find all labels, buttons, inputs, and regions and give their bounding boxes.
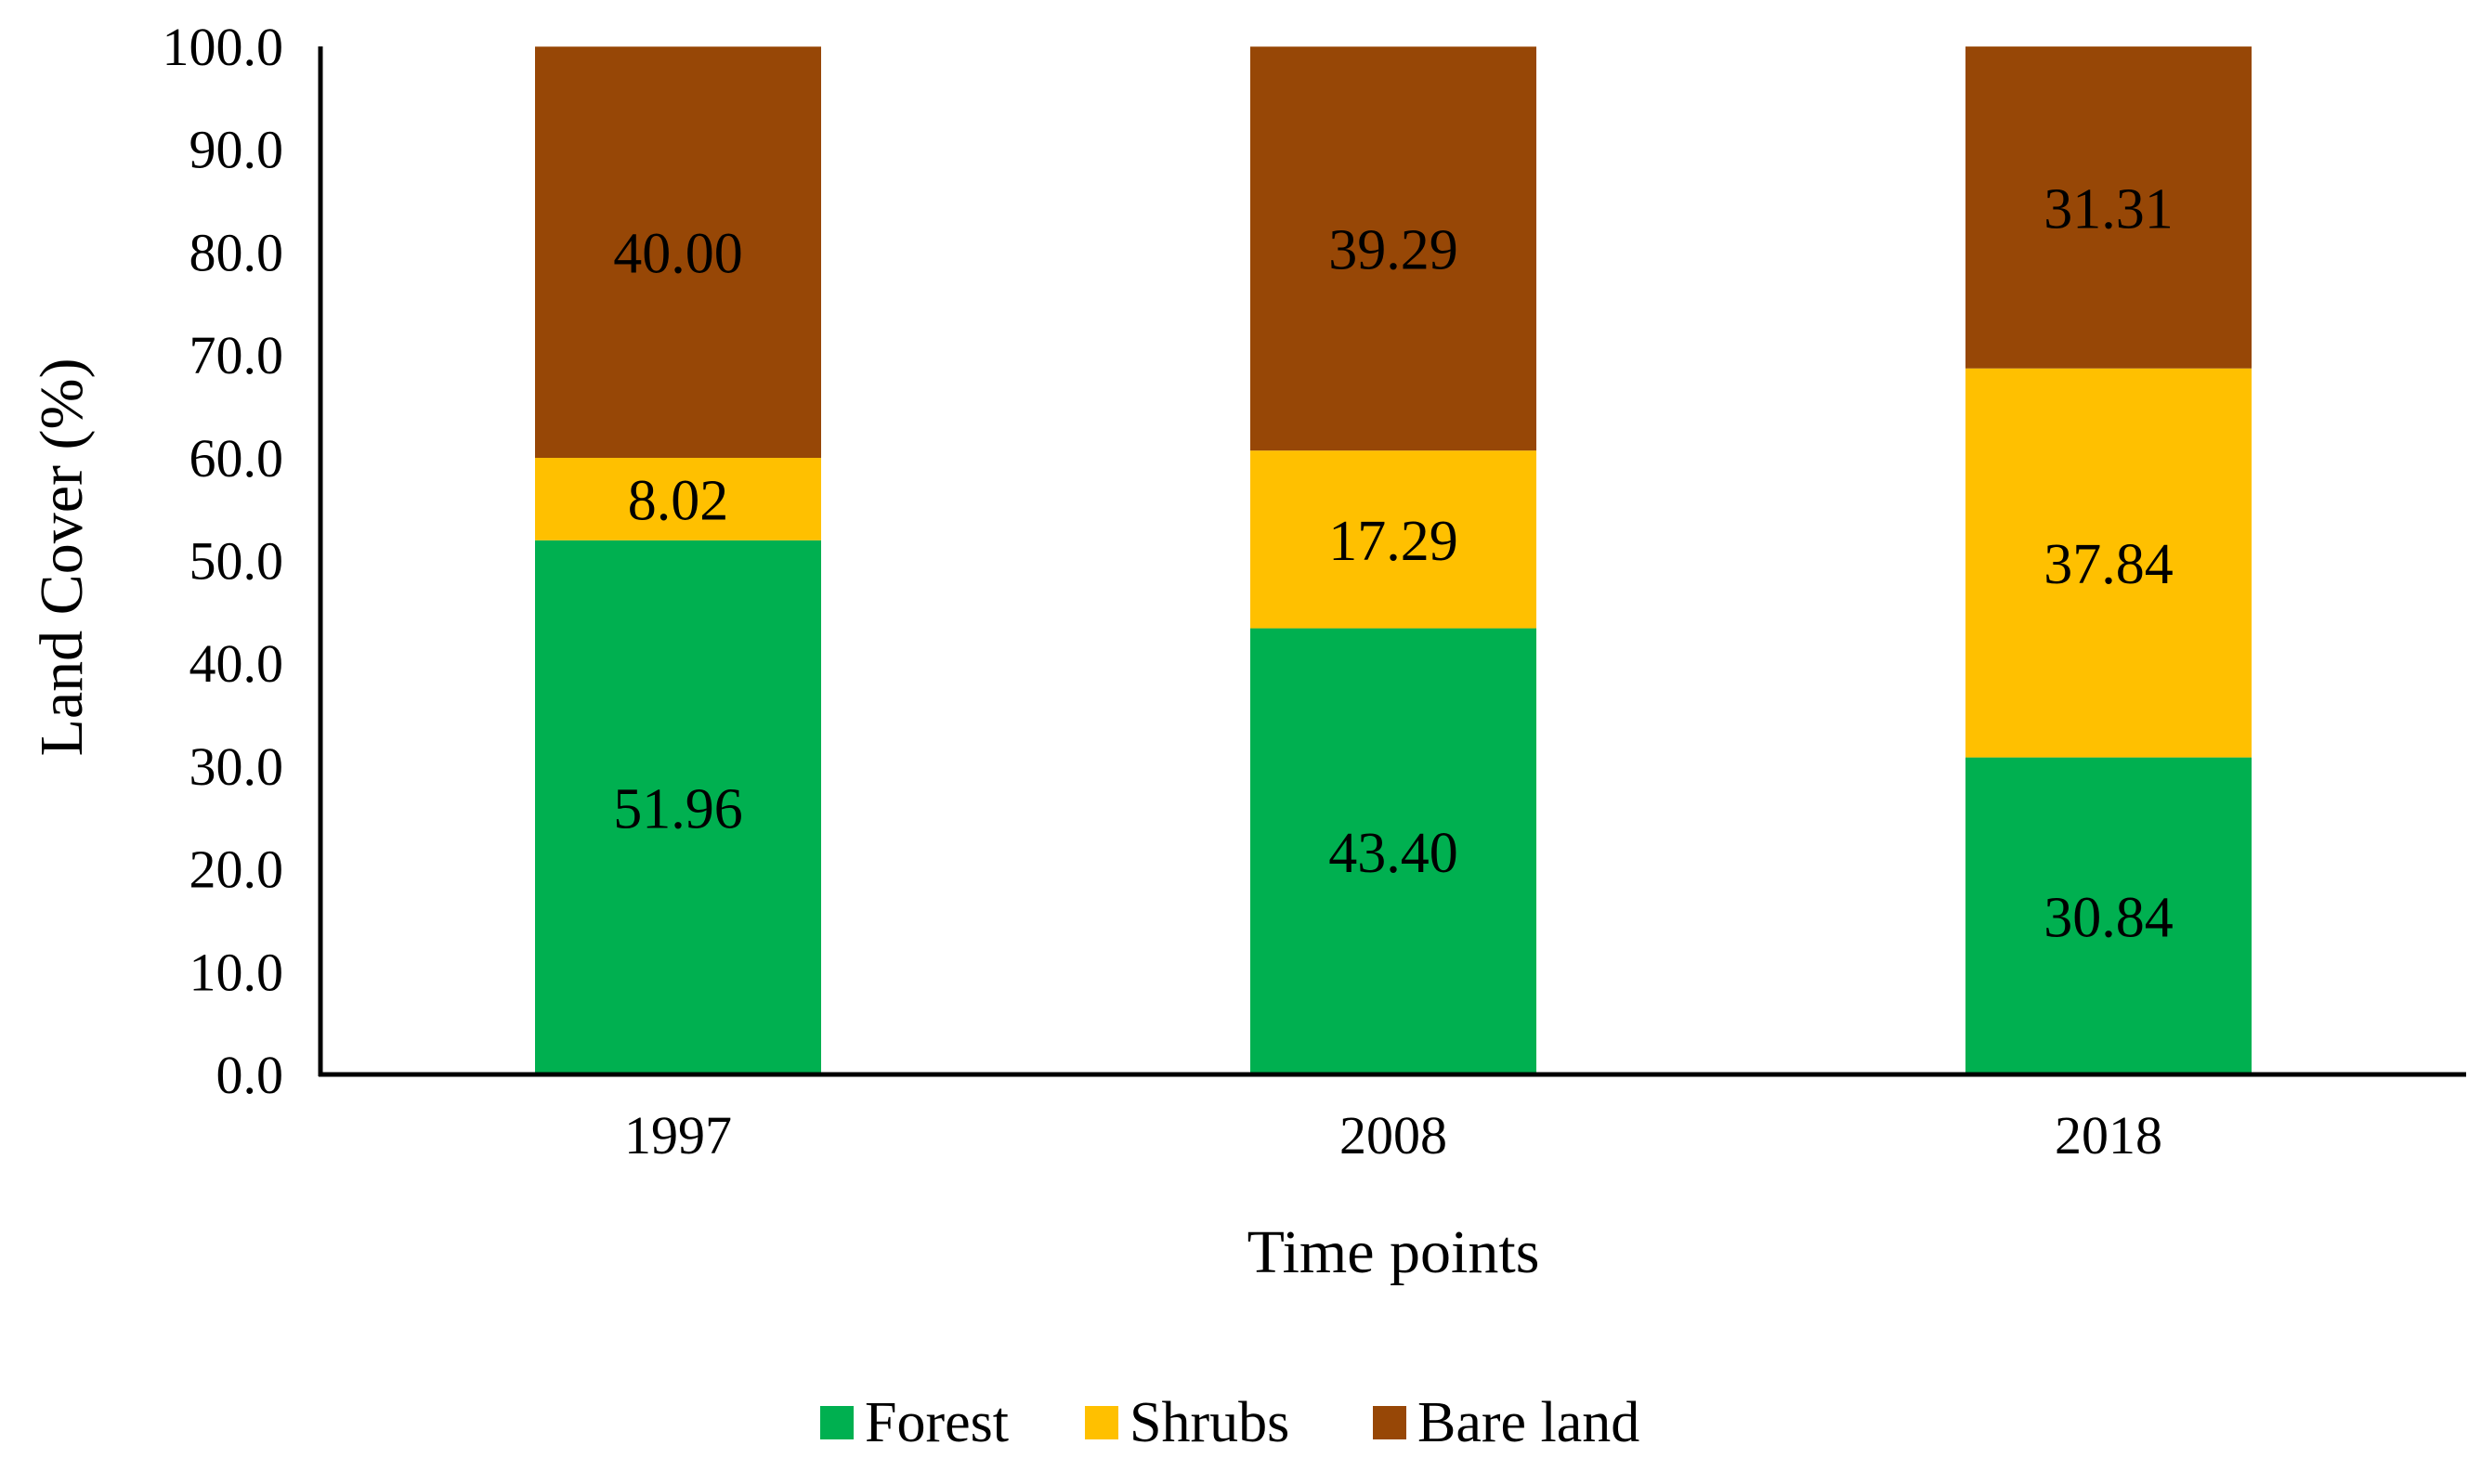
data-label: 43.40 bbox=[1328, 822, 1458, 885]
legend-label: Shrubs bbox=[1130, 1391, 1289, 1454]
legend-label: Bare land bbox=[1417, 1391, 1639, 1454]
bars-group bbox=[535, 46, 2252, 1074]
x-axis-title: Time points bbox=[1247, 1218, 1540, 1286]
y-tick-label: 10.0 bbox=[189, 942, 284, 1002]
data-label: 37.84 bbox=[2044, 533, 2174, 596]
legend-swatch-shrubs bbox=[1085, 1406, 1118, 1439]
data-label: 31.31 bbox=[2044, 177, 2174, 241]
y-tick-label: 80.0 bbox=[189, 222, 284, 282]
y-tick-label: 40.0 bbox=[189, 633, 284, 694]
bar-segment-shrubs bbox=[1250, 450, 1536, 629]
y-tick-label: 30.0 bbox=[189, 736, 284, 797]
x-tick-label: 1997 bbox=[624, 1105, 732, 1165]
x-tick-label: 2018 bbox=[2055, 1105, 2162, 1165]
bar-segment-forest bbox=[1965, 757, 2252, 1074]
data-label: 39.29 bbox=[1328, 219, 1458, 282]
data-label: 8.02 bbox=[628, 469, 729, 532]
y-axis-ticks: 0.0 10.0 20.0 30.0 40.0 50.0 60.0 70.0 80.0 90.0 1… bbox=[163, 17, 284, 1105]
bar-segment-bare-land bbox=[1965, 46, 2252, 369]
y-tick-label: 60.0 bbox=[189, 428, 284, 488]
data-label: 17.29 bbox=[1328, 510, 1458, 573]
bar-segment-bare-land bbox=[535, 46, 821, 459]
data-label: 51.96 bbox=[613, 777, 743, 840]
bar-segment-forest bbox=[535, 540, 821, 1074]
y-tick-label: 50.0 bbox=[189, 531, 284, 592]
data-label: 40.00 bbox=[613, 223, 743, 286]
y-tick-label: 70.0 bbox=[189, 325, 284, 385]
y-axis-title: Land Cover (%) bbox=[28, 358, 96, 757]
bar-segment-bare-land bbox=[1250, 46, 1536, 451]
x-tick-label: 2008 bbox=[1339, 1105, 1447, 1165]
data-label: 30.84 bbox=[2044, 886, 2174, 949]
bar-segment-shrubs bbox=[1965, 368, 2252, 758]
y-tick-label: 90.0 bbox=[189, 120, 284, 180]
bar-segment-forest bbox=[1250, 628, 1536, 1074]
y-tick-label: 100.0 bbox=[163, 17, 284, 77]
legend-swatch-bare-land bbox=[1373, 1406, 1406, 1439]
data-labels-group: 51.96 8.02 40.00 43.40 17.29 39.29 30.84 37.84 3… bbox=[613, 177, 2174, 949]
legend-swatch-forest bbox=[820, 1406, 854, 1439]
bar-segment-shrubs bbox=[535, 458, 821, 540]
legend: Forest Shrubs Bare land bbox=[820, 1391, 1639, 1454]
x-axis-ticks: 1997 2008 2018 bbox=[624, 1105, 2162, 1165]
y-tick-label: 0.0 bbox=[216, 1045, 284, 1105]
legend-label: Forest bbox=[865, 1391, 1009, 1454]
y-tick-label: 20.0 bbox=[189, 840, 284, 900]
